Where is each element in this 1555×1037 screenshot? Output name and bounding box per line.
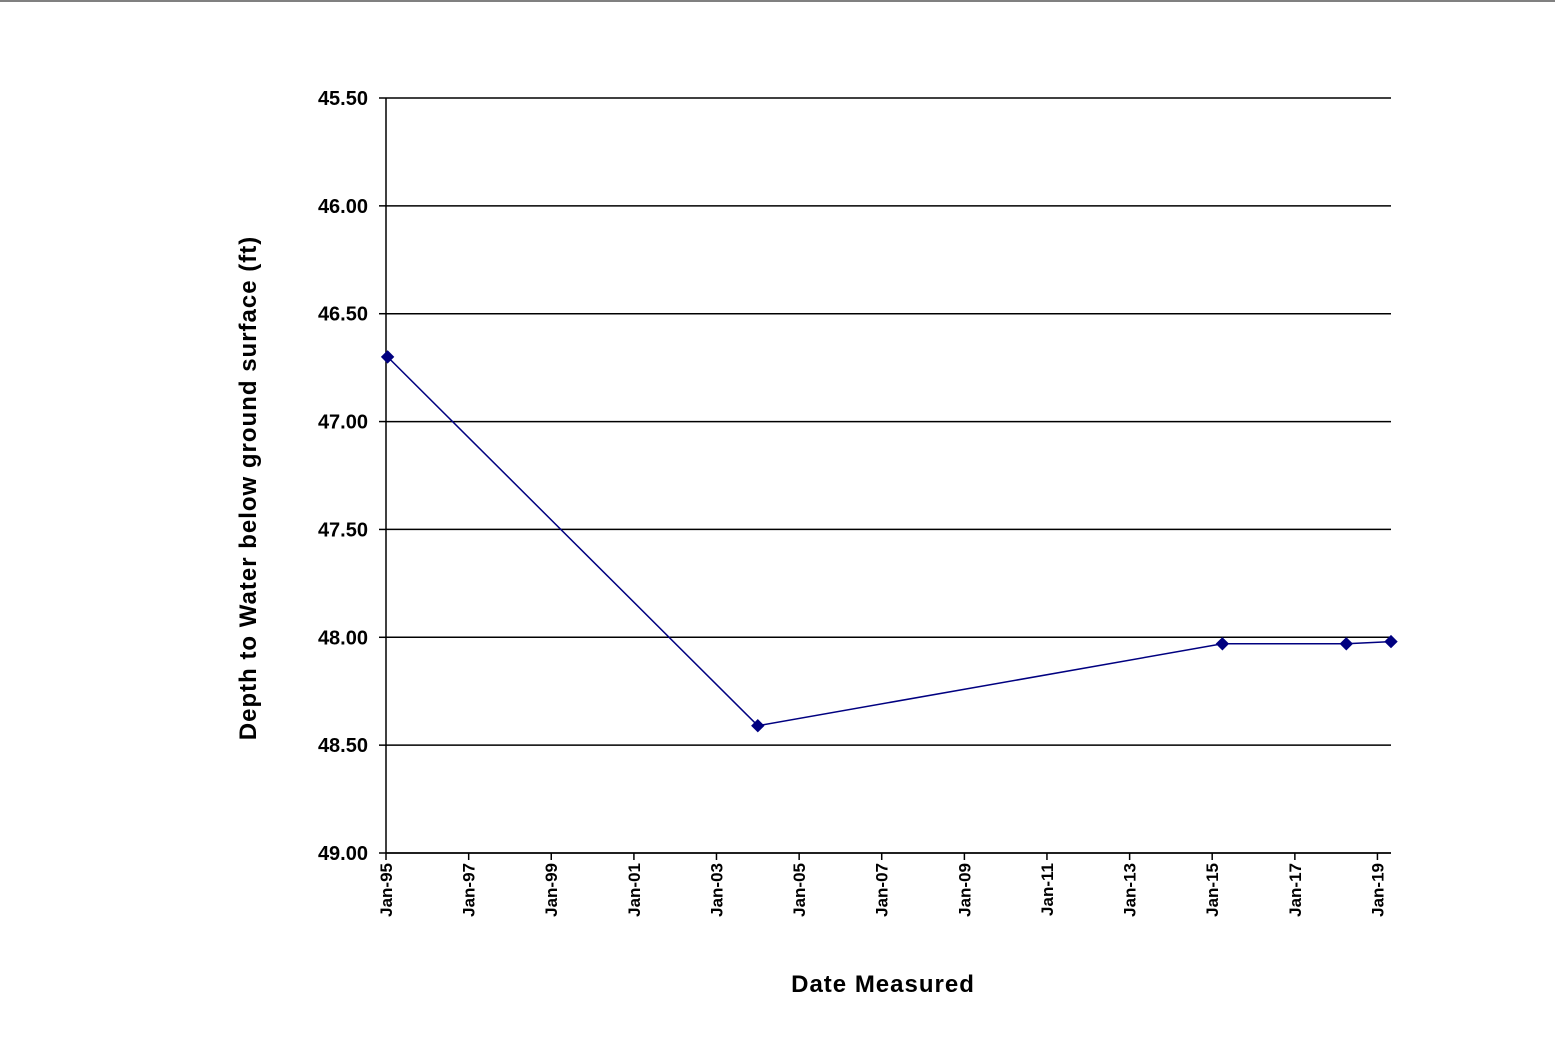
- y-axis-title: Depth to Water below ground surface (ft): [235, 236, 262, 740]
- data-point-marker: [1339, 637, 1354, 651]
- labels: Depth to Water below ground surface (ft)…: [235, 236, 975, 998]
- y-tick-label: 46.50: [318, 304, 368, 326]
- data-point-marker: [751, 718, 765, 733]
- data-point-marker: [1215, 637, 1230, 651]
- x-tick-label: Jan-95: [377, 863, 396, 917]
- x-tick-label: Jan-19: [1368, 863, 1387, 917]
- y-tick-label: 46.00: [318, 196, 368, 218]
- y-tick-label: 48.00: [318, 627, 368, 649]
- axes: 45.50 46.00 46.50 47.00 47.50 48.00 48.50 49.00…: [318, 88, 1391, 917]
- y-tick-label: 47.00: [318, 412, 368, 434]
- gridlines: [386, 97, 1391, 854]
- x-tick-label: Jan-97: [460, 863, 479, 917]
- x-tick-label: Jan-11: [1038, 863, 1057, 916]
- x-tick-label: Jan-05: [790, 863, 809, 917]
- x-tick-label: Jan-99: [542, 863, 561, 917]
- x-tick-label: Jan-03: [707, 863, 726, 917]
- x-tick-label: Jan-15: [1203, 863, 1222, 917]
- y-tick-label: 49.00: [318, 843, 368, 865]
- x-axis-title: Date Measured: [791, 971, 975, 998]
- x-tick-label: Jan-13: [1121, 863, 1140, 917]
- x-tick-label: Jan-01: [625, 863, 644, 917]
- data-point-marker: [380, 350, 395, 364]
- series-line: [387, 356, 1392, 727]
- y-tick-label: 48.50: [318, 735, 368, 757]
- y-tick-label: 45.50: [318, 88, 368, 110]
- data-point-marker: [1384, 634, 1398, 649]
- x-tick-label: Jan-09: [955, 863, 974, 917]
- y-tick-label: 47.50: [318, 519, 368, 541]
- series: [380, 350, 1398, 733]
- x-tick-label: Jan-17: [1286, 863, 1305, 917]
- x-tick-label: Jan-07: [873, 863, 892, 917]
